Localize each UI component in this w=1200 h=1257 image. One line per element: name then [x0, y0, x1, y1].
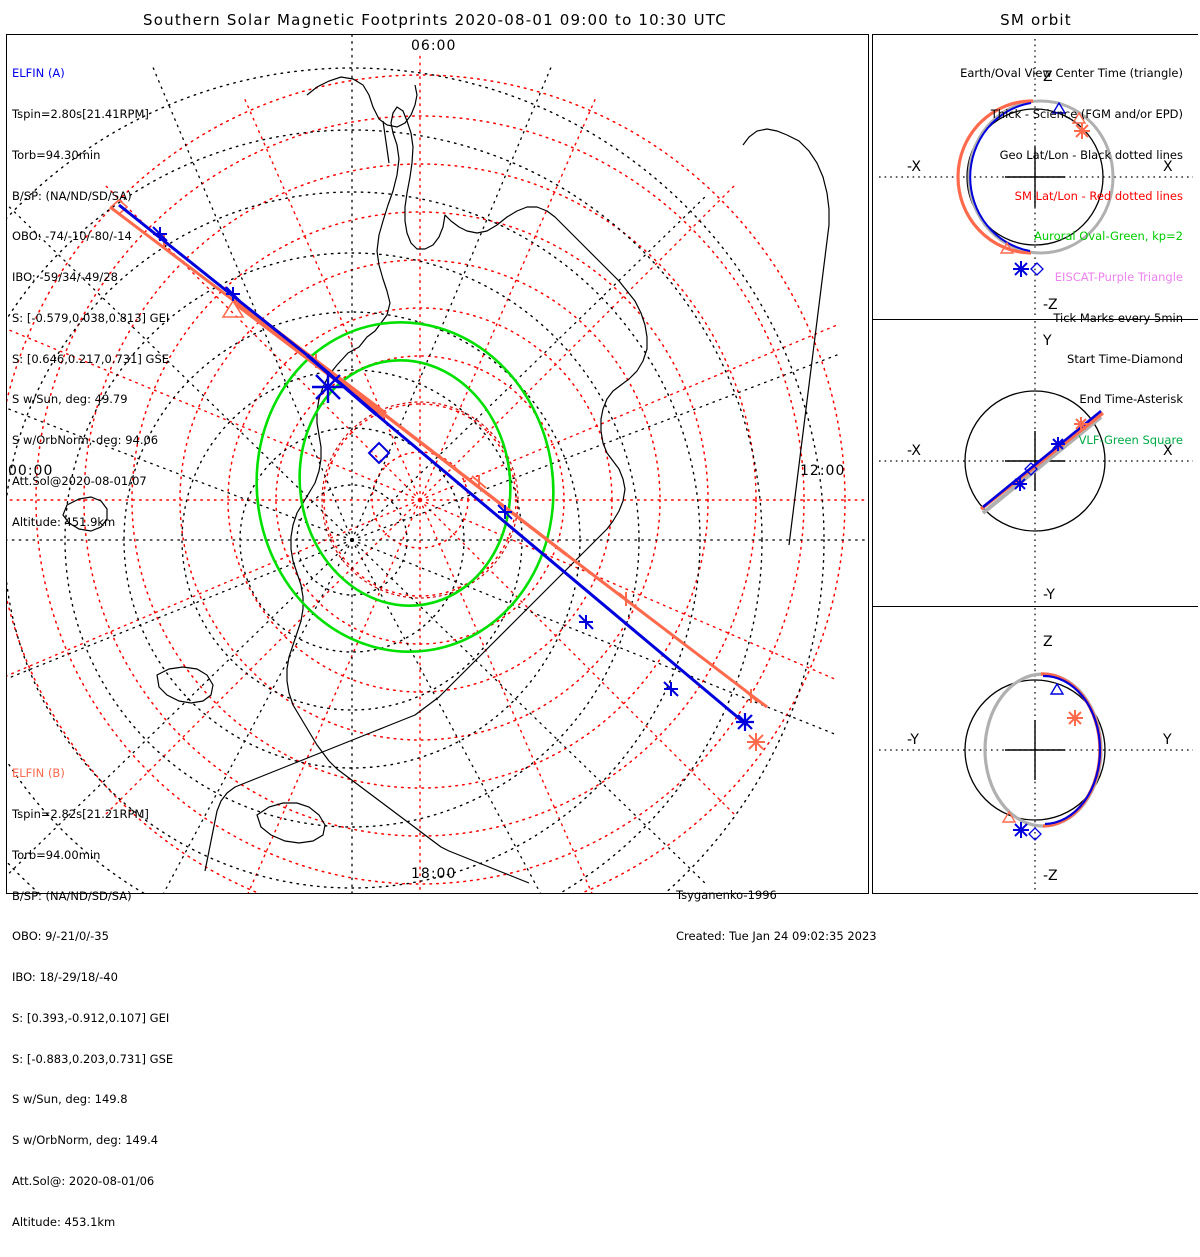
- plot-page: Southern Solar Magnetic Footprints 2020-…: [6, 11, 1198, 1228]
- legend-item-3: SM Lat/Lon - Red dotted lines: [1014, 188, 1183, 203]
- elfin-a-start-diamond: [367, 441, 391, 465]
- sm1-axis-bottom-label: -Z: [1043, 297, 1058, 313]
- polar-footprint-plot: [7, 35, 868, 893]
- elfin-b-line-1: Torb=94.00min: [12, 847, 101, 862]
- mlt-label-bottom: 18:00: [411, 866, 457, 882]
- footer-info: Tsyganenko-1996 Created: Tue Jan 24 09:0…: [676, 862, 877, 971]
- sm2-markers: [1013, 417, 1088, 491]
- sm-orbit-xy-plot: Y -Y -X X: [879, 321, 1193, 606]
- legend-item-5: EISCAT-Purple Triangle: [1054, 270, 1183, 285]
- sm2-axis-right-label: X: [1163, 443, 1173, 459]
- plot-legend: Earth/Oval View Center Time (triangle) T…: [960, 40, 1183, 475]
- auroral-oval-green: [255, 321, 555, 653]
- sm2-center-cross: [1005, 431, 1065, 491]
- sm-orbit-yz-frame: [872, 607, 1198, 894]
- elfin-b-line-3: OBO: 9/-21/0/-35: [12, 929, 109, 944]
- elfin-a-line-7: S w/Sun, deg: 49.79: [12, 392, 128, 407]
- elfin-a-line-3: OBO: -74/-10/-80/-14: [12, 229, 132, 244]
- sm1-axis-top-label: Z: [1043, 69, 1053, 85]
- elfin-a-line-2: B/SP: (NA/ND/SD/SA): [12, 188, 132, 203]
- created-timestamp: Created: Tue Jan 24 09:02:35 2023: [676, 928, 877, 943]
- legend-item-7: Start Time-Diamond: [1067, 351, 1183, 366]
- legend-item-8: End Time-Asterisk: [1079, 392, 1183, 407]
- elfin-a-tick-marks: [152, 226, 679, 697]
- coastline-antarctica: [204, 106, 648, 884]
- elfin-b-line-0: Tspin=2.82s[21.21RPM]: [12, 806, 149, 821]
- elfin-a-line-5: S: [-0.579,0.038,0.813] GEI: [12, 310, 170, 325]
- elfin-b-header: ELFIN (B): [12, 766, 65, 781]
- elfin-b-end-asterisk: [747, 733, 765, 751]
- elfin-b-start-diamond: [109, 198, 129, 216]
- sm3-earth-circle: [964, 679, 1106, 821]
- sm-orbit-xz-plot: Z -Z -X X: [879, 39, 1193, 315]
- elfin-b-line-10: Altitude: 453.1km: [12, 1214, 116, 1229]
- legend-item-1: Thick - Science (FGM and/or EPD): [990, 106, 1183, 121]
- elfin-a-line-8: S w/OrbNorm, deg: 94.06: [12, 433, 159, 448]
- sm3-axis-bottom-label: -Z: [1043, 868, 1058, 884]
- elfin-a-line-9: Att.Sol@2020-08-01/07: [12, 474, 147, 488]
- sm-meridian-lines: [7, 54, 868, 893]
- sm1-orbit-gray: [967, 99, 1115, 255]
- elfin-a-line-0: Tspin=2.80s[21.41RPM]: [12, 106, 149, 121]
- sm1-markers: [999, 101, 1090, 277]
- elfin-b-line-7: S w/Sun, deg: 149.8: [12, 1092, 128, 1107]
- sm3-markers: [1001, 682, 1083, 841]
- elfin-a-header: ELFIN (A): [12, 66, 65, 81]
- mlt-label-top: 06:00: [411, 38, 457, 54]
- sm1-earth-circle: [966, 108, 1104, 246]
- sm3-axis-left-label: -Y: [907, 732, 919, 748]
- elfin-b-line-5: S: [0.393,-0.912,0.107] GEI: [12, 1010, 170, 1025]
- elfin-b-line-8: S w/OrbNorm, deg: 149.4: [12, 1133, 159, 1148]
- sm1-axis-left-label: -X: [907, 159, 921, 175]
- elfin-b-line-9: Att.Sol@: 2020-08-01/06: [12, 1174, 155, 1188]
- elfin-b-line-6: S: [-0.883,0.203,0.731] GSE: [12, 1051, 174, 1066]
- sm2-axis-left-label: -X: [907, 443, 921, 459]
- mlt-label-right: 12:00: [800, 463, 846, 479]
- elfin-a-line-6: S: [0.646,0.217,0.731] GSE: [12, 351, 170, 366]
- elfin-a-end-asterisk: [736, 713, 754, 731]
- polar-plot-frame: [6, 34, 869, 894]
- sm3-axis-top-label: Z: [1043, 634, 1053, 650]
- elfin-b-line-2: B/SP: (NA/ND/SD/SA): [12, 888, 132, 903]
- legend-item-4: Auroral Oval-Green, kp=2: [1033, 229, 1183, 244]
- sm1-axis-right-label: X: [1163, 159, 1173, 175]
- elfin-a-info-block: ELFIN (A) Tspin=2.80s[21.41RPM] Torb=94.…: [12, 40, 169, 557]
- elfin-b-track: [109, 198, 768, 751]
- elfin-a-line-10: Altitude: 451.9km: [12, 514, 116, 529]
- elfin-a-line-1: Torb=94.30min: [12, 147, 101, 162]
- sm2-axis-top-label: Y: [1042, 333, 1052, 349]
- coastline-south-america: [156, 76, 418, 844]
- elfin-a-science-asterisk: [312, 371, 344, 403]
- sm1-elfin-a-orbit: [969, 102, 1032, 252]
- sm2-earth-circle: [964, 390, 1106, 532]
- sm1-center-cross: [1005, 147, 1065, 207]
- coastline-new-zealand: [62, 496, 108, 532]
- sm-orbit-title: SM orbit: [1000, 11, 1072, 29]
- elfin-b-line-4: IBO: 18/-29/18/-40: [12, 970, 118, 985]
- legend-item-6: Tick Marks every 5min: [1053, 310, 1183, 325]
- sm3-elfin-a-orbit: [1042, 674, 1102, 826]
- model-name: Tsyganenko-1996: [676, 888, 777, 903]
- legend-item-0: Earth/Oval View Center Time (triangle): [960, 66, 1183, 81]
- elfin-a-line-4: IBO: -59/34/-49/28: [12, 270, 118, 285]
- sm3-axes: [879, 608, 1193, 890]
- sm2-orbit-gray: [981, 415, 1103, 515]
- coastline-africa: [742, 128, 830, 546]
- elfin-b-info-block: ELFIN (B) Tspin=2.82s[21.21RPM] Torb=94.…: [12, 740, 173, 1257]
- elfin-b-center-triangle: [221, 299, 245, 318]
- sm3-axis-right-label: Y: [1162, 732, 1172, 748]
- sm-orbit-xz-frame: [872, 34, 1198, 320]
- legend-item-2: Geo Lat/Lon - Black dotted lines: [999, 147, 1183, 162]
- sm-orbit-yz-plot: Z -Z -Y Y: [879, 608, 1193, 890]
- legend-item-9: VLF-Green Square: [1078, 433, 1183, 448]
- sm3-center-cross: [1005, 720, 1065, 780]
- page-title: Southern Solar Magnetic Footprints 2020-…: [143, 11, 727, 29]
- mlt-label-left: 00:00: [8, 463, 54, 479]
- sm2-axis-bottom-label: -Y: [1043, 587, 1055, 603]
- sm-inner-circle: [321, 401, 519, 599]
- elfin-a-track: [118, 203, 754, 731]
- sm-orbit-xy-frame: [872, 320, 1198, 607]
- sm1-elfin-b-orbit: [956, 99, 1034, 255]
